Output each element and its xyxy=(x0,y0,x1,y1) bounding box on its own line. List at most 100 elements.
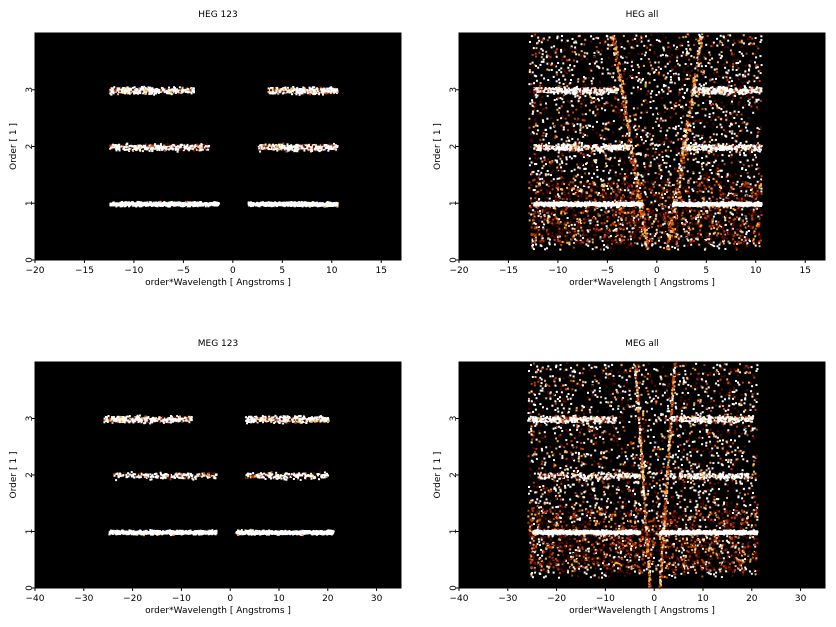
noise-pixel xyxy=(605,245,608,248)
band-pixel xyxy=(178,202,180,205)
noise-pixel xyxy=(649,43,652,46)
noise-pixel xyxy=(752,111,755,114)
noise-pixel xyxy=(539,138,542,141)
noise-pixel xyxy=(726,174,729,177)
noise-pixel xyxy=(556,177,559,180)
noise-pixel xyxy=(529,173,532,176)
band-pixel xyxy=(148,144,151,147)
noise-pixel xyxy=(555,71,558,74)
noise-pixel xyxy=(732,111,734,114)
noise-pixel xyxy=(560,244,563,246)
noise-pixel xyxy=(699,122,702,125)
noise-pixel xyxy=(682,115,685,118)
band-pixel xyxy=(262,201,265,204)
noise-pixel xyxy=(736,242,739,245)
band-pixel xyxy=(150,146,153,149)
noise-pixel xyxy=(705,82,707,85)
noise-pixel xyxy=(556,35,559,38)
noise-pixel xyxy=(541,208,544,211)
noise-pixel xyxy=(714,138,717,141)
noise-pixel xyxy=(644,54,647,57)
noise-pixel xyxy=(640,40,643,43)
band-pixel xyxy=(122,148,125,150)
noise-pixel xyxy=(574,48,577,51)
band-pixel xyxy=(158,203,161,206)
noise-pixel xyxy=(658,173,661,175)
noise-pixel xyxy=(739,60,742,63)
band-pixel xyxy=(320,149,323,152)
noise-pixel xyxy=(716,167,719,170)
noise-pixel xyxy=(710,45,713,48)
noise-pixel xyxy=(630,59,633,62)
noise-pixel xyxy=(676,56,679,59)
noise-pixel xyxy=(707,190,710,193)
band-pixel xyxy=(267,145,270,148)
band-pixel xyxy=(285,88,287,91)
noise-pixel xyxy=(536,124,539,127)
noise-pixel xyxy=(729,112,732,115)
band-pixel xyxy=(290,144,293,147)
noise-pixel xyxy=(705,99,708,102)
noise-pixel xyxy=(672,44,675,47)
noise-pixel xyxy=(596,220,599,223)
noise-pixel xyxy=(658,153,661,156)
noise-pixel xyxy=(628,75,631,78)
band-pixel xyxy=(151,89,154,92)
noise-pixel xyxy=(652,113,655,116)
band-pixel xyxy=(156,203,159,205)
band-pixel xyxy=(150,203,153,206)
noise-pixel xyxy=(658,167,661,170)
noise-pixel xyxy=(663,84,665,87)
noise-pixel xyxy=(759,34,762,37)
band-pixel xyxy=(313,86,316,89)
noise-pixel xyxy=(631,38,634,41)
noise-pixel xyxy=(634,37,637,40)
noise-pixel xyxy=(567,139,570,142)
noise-pixel xyxy=(755,168,758,171)
noise-pixel xyxy=(743,154,746,157)
band-pixel xyxy=(271,202,274,205)
band-pixel xyxy=(180,90,183,93)
band-pixel xyxy=(259,150,262,153)
band-pixel xyxy=(293,150,296,153)
noise-pixel xyxy=(733,84,736,86)
noise-pixel xyxy=(541,143,543,146)
noise-pixel xyxy=(596,112,599,115)
noise-pixel xyxy=(596,223,599,226)
noise-pixel xyxy=(737,39,740,42)
noise-pixel xyxy=(560,71,563,74)
noise-pixel xyxy=(686,244,689,247)
noise-pixel xyxy=(533,94,536,97)
noise-pixel xyxy=(541,134,544,137)
noise-pixel xyxy=(652,89,655,92)
noise-pixel xyxy=(635,76,638,78)
band-pixel xyxy=(314,90,317,93)
noise-pixel xyxy=(556,193,559,196)
noise-pixel xyxy=(558,240,561,243)
noise-pixel xyxy=(609,143,612,146)
noise-pixel xyxy=(609,156,612,159)
noise-pixel xyxy=(693,181,696,184)
noise-pixel xyxy=(703,240,706,242)
noise-pixel xyxy=(681,211,684,214)
noise-pixel xyxy=(542,58,545,61)
noise-pixel xyxy=(755,106,758,109)
band-pixel xyxy=(296,150,299,153)
noise-pixel xyxy=(535,163,538,165)
noise-pixel xyxy=(607,56,610,59)
noise-pixel xyxy=(534,233,537,236)
band-pixel xyxy=(141,150,144,153)
noise-pixel xyxy=(756,108,759,111)
noise-pixel xyxy=(730,161,733,164)
noise-pixel xyxy=(720,181,723,184)
noise-pixel xyxy=(675,125,677,128)
noise-pixel xyxy=(704,76,707,79)
band-pixel xyxy=(332,202,335,205)
noise-pixel xyxy=(753,175,756,178)
noise-pixel xyxy=(746,81,749,84)
band-pixel xyxy=(149,201,151,204)
noise-pixel xyxy=(533,225,536,228)
noise-pixel xyxy=(700,85,703,87)
noise-pixel xyxy=(636,164,639,167)
band-pixel xyxy=(111,89,114,92)
